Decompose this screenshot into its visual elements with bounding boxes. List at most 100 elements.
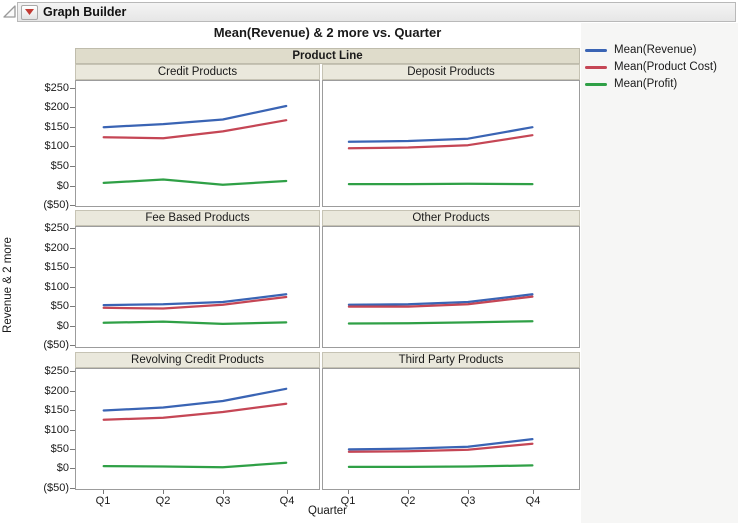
disclosure-triangle-icon[interactable] — [3, 5, 16, 18]
chart-title: Mean(Revenue) & 2 more vs. Quarter — [213, 25, 442, 40]
y-tick-label: ($50) — [43, 199, 69, 212]
y-tick-label: $200 — [44, 241, 69, 254]
y-tick-label: $250 — [44, 365, 69, 378]
panel-plot[interactable] — [75, 80, 320, 207]
panel-header: Deposit Products — [322, 64, 580, 80]
panel-plot[interactable] — [322, 80, 580, 207]
window-background — [581, 23, 738, 523]
series-line-3 — [102, 178, 288, 186]
panel-plot[interactable] — [322, 226, 580, 348]
panel-header: Revolving Credit Products — [75, 352, 320, 368]
y-tick-mark — [70, 410, 75, 411]
y-tick-label: ($50) — [43, 339, 69, 352]
y-tick-mark — [70, 430, 75, 431]
series-line-1 — [102, 387, 288, 412]
y-tick-label: ($50) — [43, 481, 69, 494]
legend-swatch — [585, 82, 607, 86]
x-tick-label: Q2 — [400, 495, 416, 507]
series-line-1 — [102, 104, 288, 129]
y-tick-label: $50 — [50, 442, 69, 455]
x-tick-label: Q4 — [525, 495, 541, 507]
y-tick-mark — [70, 345, 75, 346]
y-tick-mark — [70, 267, 75, 268]
y-tick-label: $250 — [44, 81, 69, 94]
x-tick-label: Q1 — [95, 495, 111, 507]
y-tick-label: $100 — [44, 423, 69, 436]
y-tick-mark — [70, 488, 75, 489]
x-tick-mark — [103, 490, 104, 494]
x-tick-mark — [533, 490, 534, 494]
y-tick-mark — [70, 326, 75, 327]
x-tick-label: Q1 — [340, 495, 356, 507]
panel-plot[interactable] — [75, 368, 320, 490]
series-line-2 — [347, 134, 534, 150]
panel-header: Fee Based Products — [75, 210, 320, 226]
series-line-2 — [347, 442, 534, 453]
outline-title-bar: Graph Builder — [17, 2, 736, 22]
legend-label: Mean(Revenue) — [614, 44, 697, 56]
y-axis-title[interactable]: Revenue & 2 more — [2, 237, 14, 333]
series-line-2 — [347, 295, 534, 308]
x-tick-mark — [287, 490, 288, 494]
y-tick-mark — [70, 371, 75, 372]
y-tick-label: $0 — [56, 179, 69, 192]
red-triangle-icon — [25, 9, 34, 15]
y-tick-label: $150 — [44, 120, 69, 133]
trellis-group-header: Product Line — [75, 48, 580, 64]
legend-item[interactable]: Mean(Revenue) — [585, 44, 696, 56]
y-tick-mark — [70, 449, 75, 450]
series-line-2 — [102, 119, 288, 140]
x-tick-label: Q3 — [215, 495, 231, 507]
y-tick-label: $100 — [44, 280, 69, 293]
y-tick-mark — [70, 306, 75, 307]
panel-header: Third Party Products — [322, 352, 580, 368]
series-line-3 — [102, 461, 288, 469]
series-line-3 — [347, 464, 534, 469]
series-line-1 — [347, 293, 534, 306]
y-tick-mark — [70, 287, 75, 288]
panel-plot[interactable] — [322, 368, 580, 490]
y-tick-label: $0 — [56, 462, 69, 475]
legend-swatch — [585, 48, 607, 52]
series-line-2 — [102, 295, 288, 310]
series-line-3 — [102, 320, 288, 326]
y-tick-mark — [70, 248, 75, 249]
legend-label: Mean(Profit) — [614, 78, 678, 90]
y-tick-label: $0 — [56, 319, 69, 332]
series-line-2 — [102, 402, 288, 421]
y-tick-label: $100 — [44, 140, 69, 153]
y-tick-label: $150 — [44, 404, 69, 417]
panel-header: Other Products — [322, 210, 580, 226]
y-tick-mark — [70, 186, 75, 187]
red-triangle-menu-button[interactable] — [21, 4, 38, 20]
y-tick-label: $200 — [44, 384, 69, 397]
series-line-1 — [102, 293, 288, 307]
series-line-1 — [347, 126, 534, 143]
x-tick-label: Q4 — [279, 495, 295, 507]
series-line-3 — [347, 320, 534, 325]
panel-header: Credit Products — [75, 64, 320, 80]
y-tick-label: $50 — [50, 159, 69, 172]
y-tick-mark — [70, 127, 75, 128]
y-tick-label: $50 — [50, 300, 69, 313]
legend-swatch — [585, 65, 607, 69]
y-tick-mark — [70, 228, 75, 229]
x-tick-mark — [348, 490, 349, 494]
legend-label: Mean(Product Cost) — [614, 61, 717, 73]
x-tick-label: Q3 — [460, 495, 476, 507]
y-tick-mark — [70, 205, 75, 206]
series-line-1 — [347, 437, 534, 451]
x-tick-label: Q2 — [155, 495, 171, 507]
legend-item[interactable]: Mean(Profit) — [585, 78, 677, 90]
x-axis-title[interactable]: Quarter — [308, 505, 347, 517]
x-tick-mark — [468, 490, 469, 494]
y-tick-label: $150 — [44, 261, 69, 274]
y-tick-mark — [70, 468, 75, 469]
legend-item[interactable]: Mean(Product Cost) — [585, 61, 717, 73]
outline-title: Graph Builder — [43, 5, 127, 19]
x-tick-mark — [223, 490, 224, 494]
y-tick-mark — [70, 391, 75, 392]
panel-plot[interactable] — [75, 226, 320, 348]
y-tick-label: $200 — [44, 101, 69, 114]
